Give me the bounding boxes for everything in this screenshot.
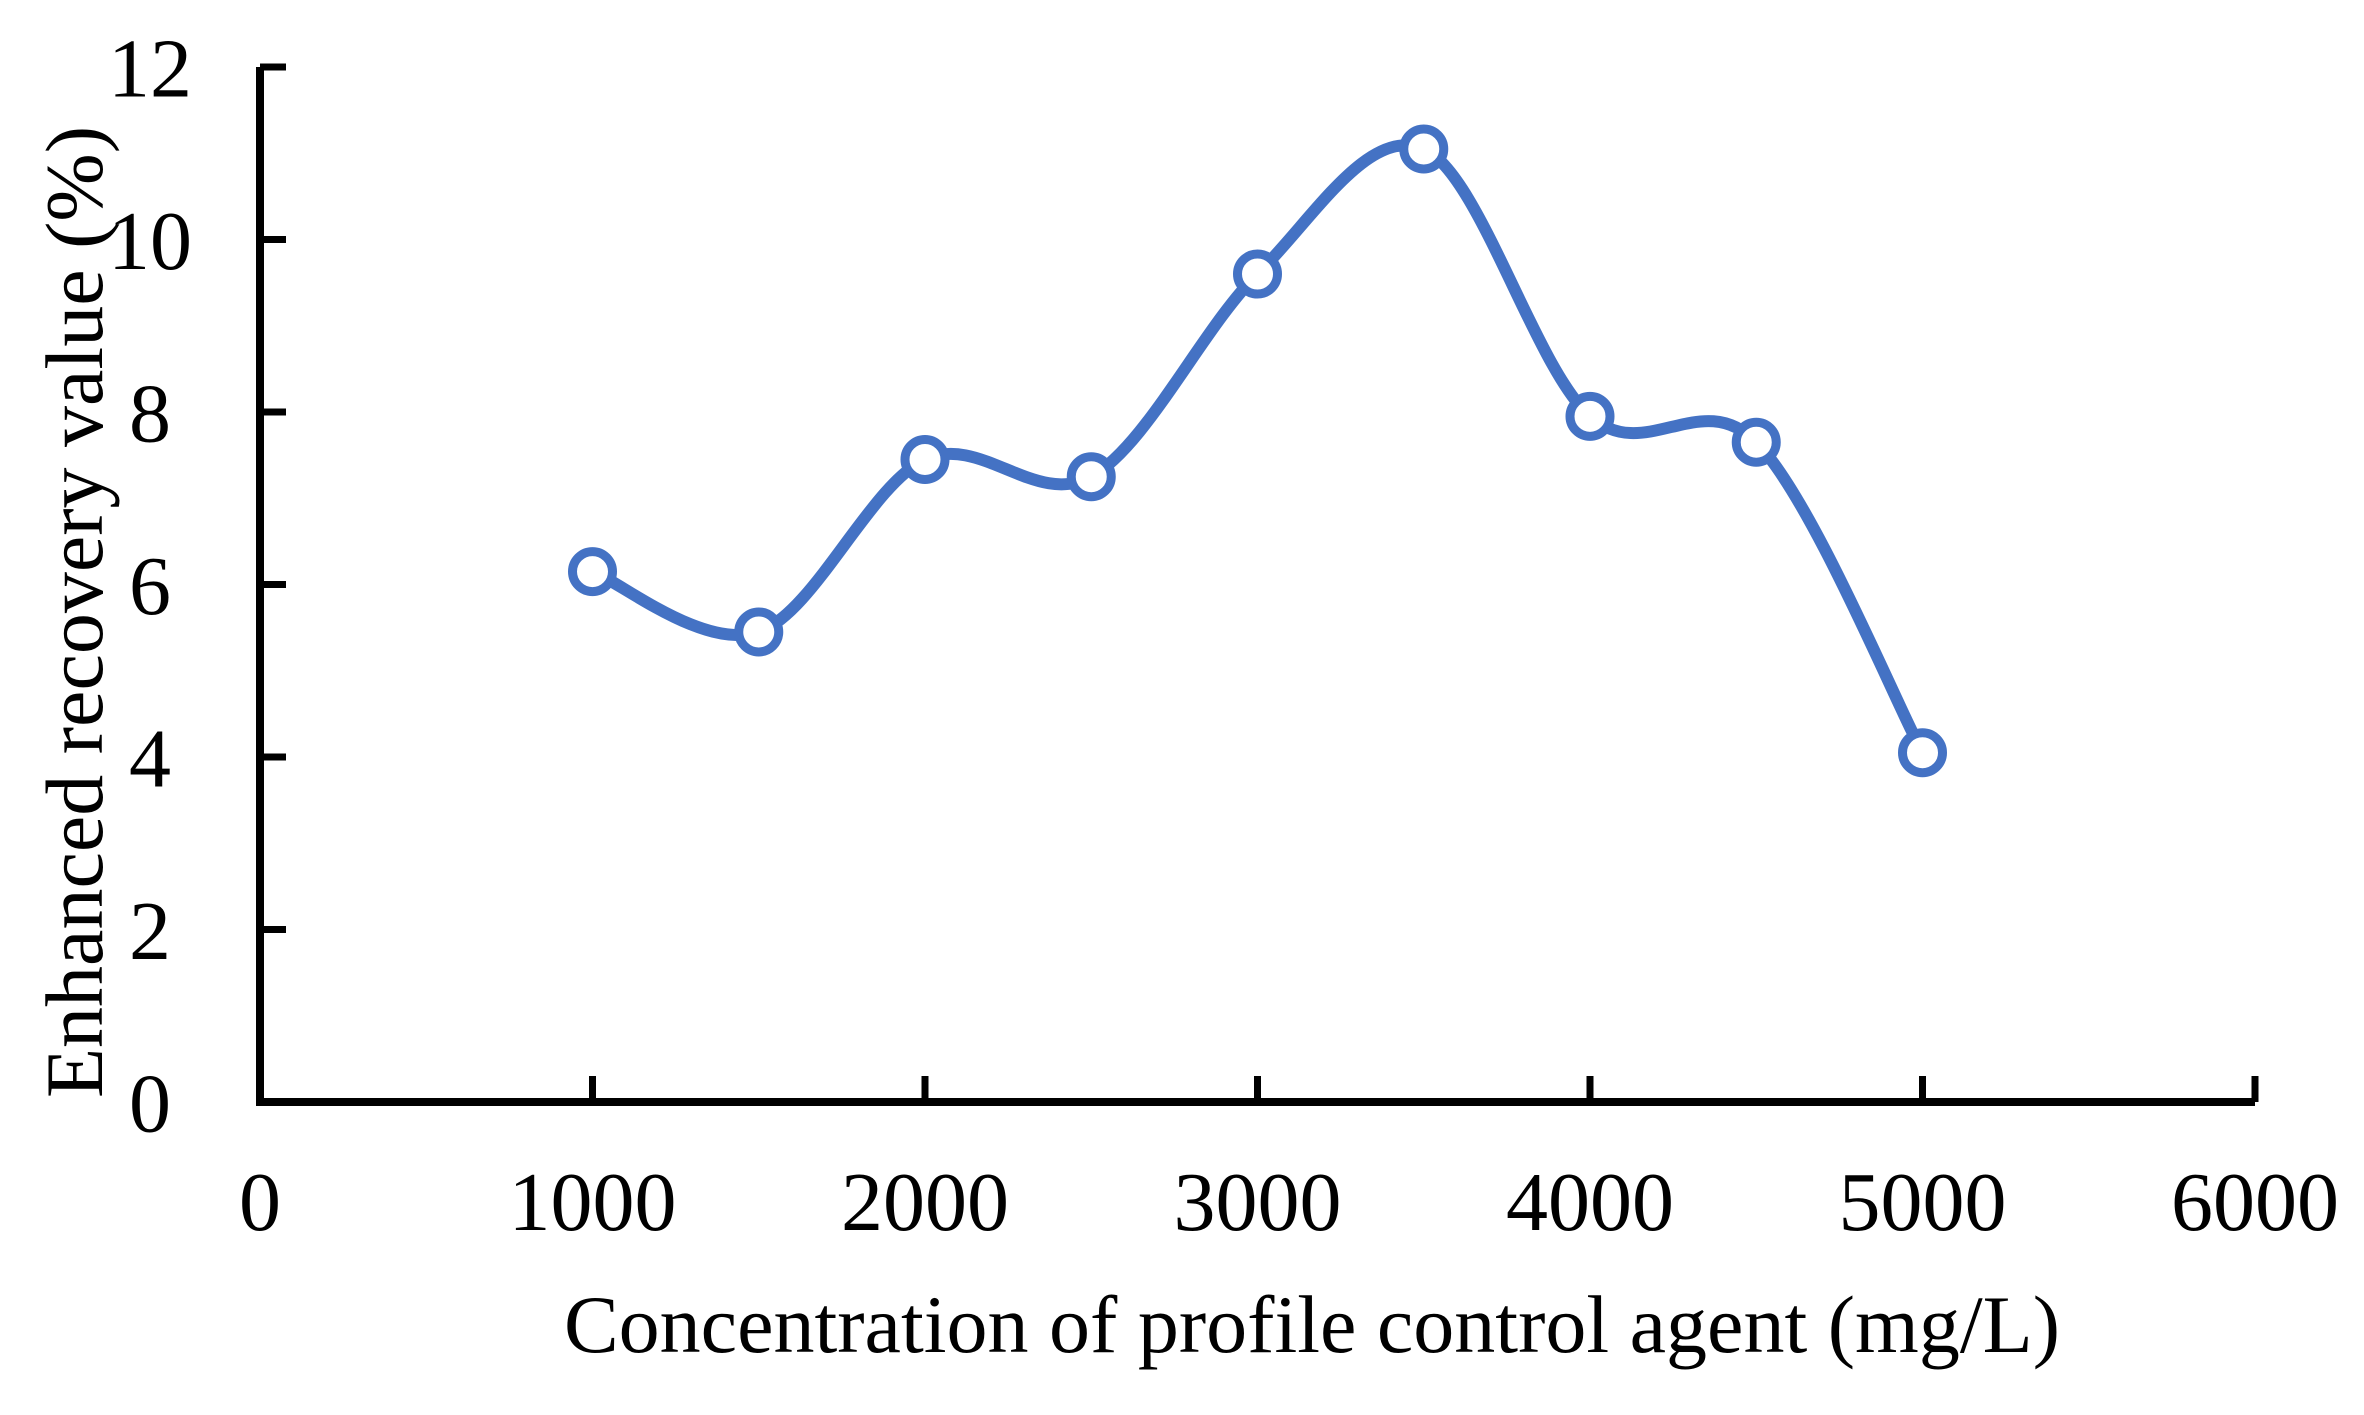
axis-lines [256,67,2255,1106]
x-tick-label: 2000 [841,1156,1009,1249]
y-tick-label: 6 [129,540,171,633]
data-point-marker [568,547,617,597]
data-point-marker [1565,391,1615,441]
y-tick-label: 8 [129,367,171,460]
x-tick-label: 4000 [1506,1156,1674,1249]
x-tick-label: 3000 [1174,1156,1342,1249]
data-point-marker [734,607,784,657]
x-tick-label: 5000 [1839,1156,2007,1249]
x-tick-label: 1000 [509,1156,677,1249]
y-tick-label: 2 [129,885,171,978]
y-tick-label: 10 [108,195,192,288]
data-point-marker [1066,452,1116,502]
y-axis-title: Enhanced recovery value (%) [28,125,120,1099]
data-point-marker [900,434,950,484]
x-tick-label: 6000 [2171,1156,2339,1249]
x-tick-label: 0 [239,1156,281,1249]
data-point-marker [1233,249,1282,299]
data-point-marker [1399,124,1449,174]
data-point-marker [1898,728,1947,778]
x-axis-title: Concentration of profile control agent (… [563,1279,2061,1370]
y-tick-label: 12 [108,22,192,115]
series-line [586,139,1929,759]
data-point-marker [1731,417,1781,467]
y-tick-label: 0 [129,1057,171,1150]
y-tick-label: 4 [129,712,171,805]
